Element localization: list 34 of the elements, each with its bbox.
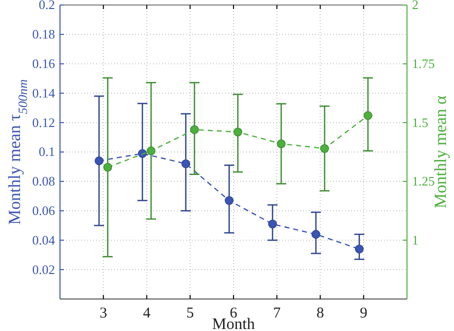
point: [181, 159, 190, 168]
point: [354, 244, 364, 254]
y2-tick-label: 2: [412, 0, 418, 12]
y-tick-label: 0.16: [32, 56, 56, 71]
x-tick-label: 7: [273, 306, 282, 322]
point: [312, 230, 320, 239]
y-tick-label: 0.2: [38, 0, 55, 12]
x-tick-label: 9: [360, 306, 368, 322]
x-tick-label: 3: [100, 306, 108, 322]
point: [320, 144, 329, 153]
y-tick-label: 0.02: [32, 262, 55, 277]
y2-tick-label: 1.5: [412, 114, 428, 130]
y-tick-label: 0.04: [32, 232, 56, 248]
point: [364, 111, 372, 120]
point: [146, 146, 156, 156]
x-tick-label: 8: [316, 306, 324, 322]
point: [190, 125, 199, 134]
point: [94, 156, 104, 166]
y-tick-label: 0.14: [32, 85, 56, 100]
y-tick-label: 0.1: [38, 144, 55, 160]
y-tick-label: 0.18: [32, 26, 55, 42]
point: [268, 220, 277, 228]
y2-tick-label: 1.75: [412, 56, 435, 71]
y2-tick-label: 1.25: [412, 174, 435, 189]
x-tick-label: 5: [186, 306, 194, 322]
x-tick-label: 4: [143, 306, 151, 322]
point: [224, 196, 234, 205]
y-tick-label: 0.06: [32, 202, 56, 218]
y2-tick-label: 1: [412, 232, 418, 248]
y-tick-label: 0.08: [32, 174, 55, 189]
point: [233, 128, 242, 136]
point: [103, 162, 112, 172]
y-tick-label: 0.12: [32, 114, 55, 130]
point: [276, 139, 286, 148]
